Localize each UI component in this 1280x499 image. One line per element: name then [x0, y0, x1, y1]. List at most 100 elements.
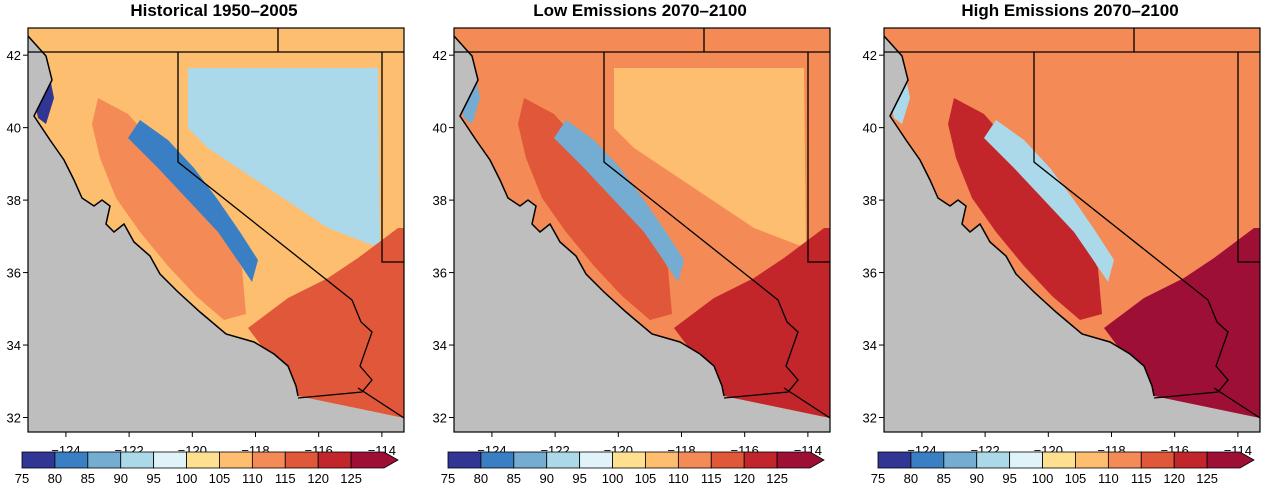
y-tick-label: 40: [7, 121, 21, 136]
colorbar-swatch: [612, 451, 646, 469]
coastline: [28, 35, 299, 397]
state-border: [783, 387, 830, 419]
y-tick-label: 34: [433, 338, 447, 353]
central-valley-region: [948, 98, 1102, 320]
colorbar-swatch: [579, 451, 613, 469]
coastline: [884, 35, 1155, 397]
state-border: [1033, 52, 1229, 399]
colorbar-label: 110: [668, 471, 689, 486]
colorbar-label: 110: [242, 471, 263, 486]
colorbar-swatch: [776, 451, 825, 469]
colorbar-label: 105: [209, 471, 231, 486]
colorbar-swatch: [743, 451, 778, 469]
colorbar-swatch: [546, 451, 581, 469]
colorbar-label: 95: [572, 471, 586, 486]
colorbar-label: 105: [1065, 471, 1087, 486]
colorbar-swatch: [120, 451, 155, 469]
y-tick-label: 36: [433, 266, 447, 281]
colorbar-swatch: [877, 451, 912, 469]
colorbar-swatch: [251, 451, 286, 469]
colorbar-swatch: [219, 451, 253, 469]
state-border: [381, 52, 404, 263]
sierra-nevada-region: [554, 120, 684, 282]
colorbar-label: 90: [113, 471, 127, 486]
y-tick-label: 38: [433, 193, 447, 208]
state-border: [1237, 52, 1260, 263]
panel-title-high-emissions: High Emissions 2070–2100: [961, 1, 1179, 20]
colorbar-swatch: [186, 451, 220, 469]
colorbar-swatch: [677, 451, 712, 469]
panel-title-historical: Historical 1950–2005: [130, 1, 298, 20]
colorbar-label: 85: [507, 471, 521, 486]
colorbar-swatch: [87, 451, 122, 469]
colorbar-swatch: [943, 451, 978, 469]
colorbar-label: 115: [1131, 471, 1152, 486]
great-basin-region: [614, 68, 806, 248]
colorbar-label: 125: [340, 471, 362, 486]
colorbar-swatch: [350, 451, 399, 469]
colorbar-label: 90: [969, 471, 983, 486]
colorbar-swatch: [447, 451, 482, 469]
colorbar-swatch: [1140, 451, 1175, 469]
colorbar-label: 80: [48, 471, 62, 486]
colorbar-swatch: [976, 451, 1011, 469]
sierra-nevada-region: [984, 120, 1114, 282]
y-tick-label: 32: [433, 411, 447, 426]
state-border: [1213, 387, 1260, 419]
y-tick-label: 42: [433, 48, 447, 63]
y-tick-label: 32: [863, 411, 877, 426]
y-tick-label: 34: [863, 338, 877, 353]
colorbar-label: 125: [1196, 471, 1218, 486]
historical-panel: Historical 1950–2005 −124 −122 −120 −118 −11…: [4, 0, 424, 499]
colorbar-label: 100: [176, 471, 198, 486]
y-tick-label: 40: [433, 121, 447, 136]
colorbar-label: 85: [937, 471, 951, 486]
central-valley-region: [92, 98, 246, 320]
great-basin-region: [188, 68, 380, 248]
colorbar-label: 75: [441, 471, 455, 486]
colorbar-swatch: [153, 451, 187, 469]
colorbar-label: 105: [635, 471, 657, 486]
colorbar-label: 100: [602, 471, 624, 486]
colorbar-label: 115: [275, 471, 296, 486]
colorbar-label: 75: [871, 471, 885, 486]
colorbar-swatch: [1206, 451, 1255, 469]
colorbar-swatch: [317, 451, 352, 469]
y-tick-label: 36: [863, 266, 877, 281]
high-emissions-panel: High Emissions 2070–2100 −124 −122 −120 −11…: [860, 0, 1280, 499]
state-border: [807, 52, 830, 263]
sierra-nevada-region: [128, 120, 258, 282]
y-tick-label: 38: [863, 193, 877, 208]
map-frame: [453, 27, 831, 433]
colorbar-swatch: [54, 451, 89, 469]
colorbar-label: 120: [733, 471, 755, 486]
y-tick-label: 32: [7, 411, 21, 426]
colorbar-swatch: [1075, 451, 1109, 469]
y-tick-label: 38: [7, 193, 21, 208]
colorbar-swatch: [21, 451, 56, 469]
colorbar-label: 90: [539, 471, 553, 486]
panel-title-low-emissions: Low Emissions 2070–2100: [533, 1, 747, 20]
colorbar-label: 100: [1032, 471, 1054, 486]
colorbar-swatch: [1009, 451, 1043, 469]
low-emissions-panel: Low Emissions 2070–2100 −124 −122 −120 −118…: [430, 0, 850, 499]
colorbar-swatch: [513, 451, 548, 469]
state-border: [177, 52, 373, 399]
y-tick-label: 40: [863, 121, 877, 136]
y-tick-label: 42: [7, 48, 21, 63]
colorbar-swatch: [284, 451, 319, 469]
y-tick-label: 34: [7, 338, 21, 353]
colorbar-swatch: [1107, 451, 1142, 469]
colorbar-label: 125: [766, 471, 788, 486]
colorbar-label: 120: [307, 471, 329, 486]
map-frame: [883, 27, 1261, 433]
colorbar-label: 120: [1163, 471, 1185, 486]
coastline: [454, 35, 725, 397]
colorbar-label: 75: [15, 471, 29, 486]
colorbar-swatch: [1042, 451, 1076, 469]
colorbar-label: 110: [1098, 471, 1119, 486]
colorbar-swatch: [1173, 451, 1208, 469]
